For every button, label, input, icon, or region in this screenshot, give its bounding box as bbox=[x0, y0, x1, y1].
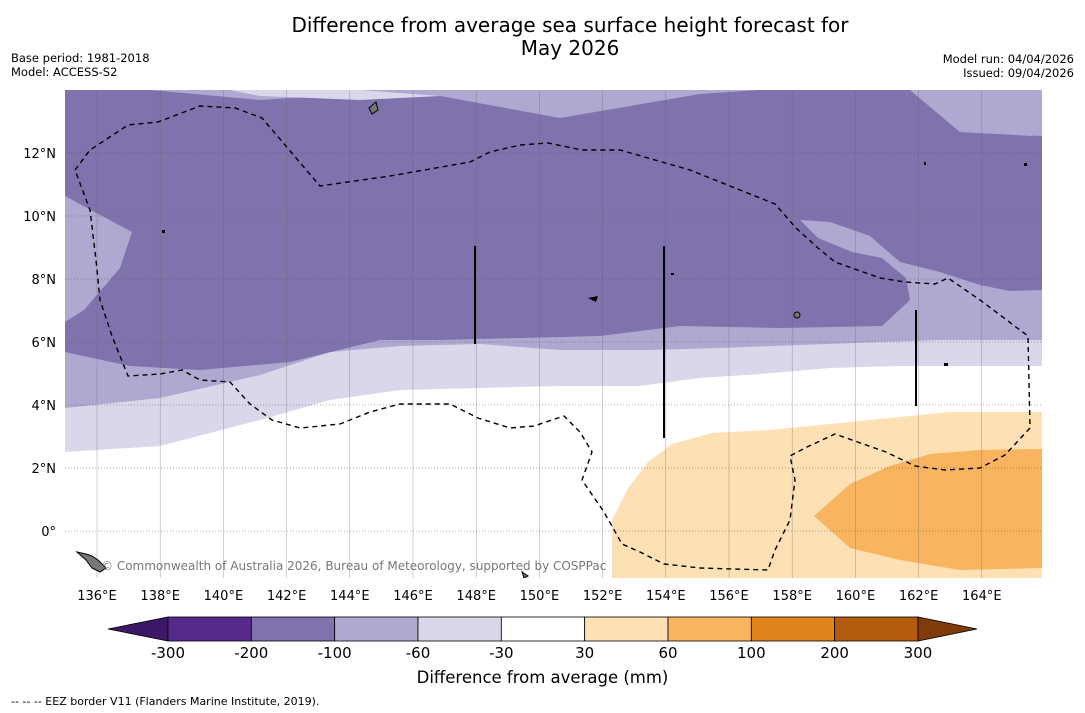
lon-tick-label: 160°E bbox=[836, 589, 876, 604]
colorbar-label: Difference from average (mm) bbox=[416, 668, 669, 687]
band-plus-60 bbox=[814, 449, 1042, 570]
colorbar-segment bbox=[167, 616, 252, 642]
colorbar-segment bbox=[417, 616, 502, 642]
colorbar-segment bbox=[500, 616, 586, 642]
lon-tick-label: 150°E bbox=[520, 589, 560, 604]
colorbar-tick-label: 200 bbox=[820, 644, 849, 662]
colorbar-tick-label: -200 bbox=[234, 644, 268, 662]
band-minus-200-top-right bbox=[910, 90, 1042, 136]
island bbox=[1024, 163, 1027, 166]
lat-tick-label: 4°N bbox=[32, 399, 57, 414]
issued-date: Issued: 09/04/2026 bbox=[963, 66, 1074, 80]
lon-tick-label: 140°E bbox=[204, 589, 244, 604]
title-line-1: Difference from average sea surface heig… bbox=[291, 13, 849, 37]
lon-tick-label: 154°E bbox=[646, 589, 686, 604]
title-line-2: May 2026 bbox=[520, 36, 620, 60]
colorbar-tick-label: 60 bbox=[658, 644, 677, 662]
grid-lines bbox=[65, 90, 1042, 578]
lon-tick-label: 136°E bbox=[77, 589, 117, 604]
island bbox=[521, 570, 529, 578]
colorbar: -300 -200 -100 -60 -30 30 60 100 200 300 bbox=[107, 616, 978, 662]
lat-tick-label: 2°N bbox=[32, 462, 57, 477]
lon-tick-label: 152°E bbox=[583, 589, 623, 604]
band-minus-100-top bbox=[230, 90, 440, 100]
map-credit: © Commonwealth of Australia 2026, Bureau… bbox=[101, 559, 606, 573]
island bbox=[944, 363, 948, 366]
model-name: Model: ACCESS-S2 bbox=[11, 65, 118, 79]
band-minus-200 bbox=[65, 90, 1042, 370]
map-field: © Commonwealth of Australia 2026, Bureau… bbox=[65, 90, 1042, 578]
lon-tick-label: 156°E bbox=[709, 589, 749, 604]
colorbar-tick-label: 300 bbox=[904, 644, 933, 662]
lon-tick-label: 164°E bbox=[962, 589, 1002, 604]
eez-border bbox=[74, 105, 1031, 571]
colorbar-tick-label: 100 bbox=[737, 644, 766, 662]
lon-tick-label: 142°E bbox=[267, 589, 307, 604]
colorbar-segment bbox=[584, 616, 669, 642]
colorbar-tick-label: -100 bbox=[318, 644, 352, 662]
colorbar-under-arrow bbox=[107, 616, 169, 642]
lat-tick-label: 0° bbox=[41, 525, 56, 540]
colorbar-tick-label: -30 bbox=[489, 644, 514, 662]
island bbox=[75, 551, 107, 573]
lat-tick-label: 6°N bbox=[32, 336, 57, 351]
lon-tick-label: 162°E bbox=[899, 589, 939, 604]
colorbar-segment bbox=[834, 616, 919, 642]
meta-right: Model run: 04/04/2026 Issued: 09/04/2026 bbox=[943, 52, 1074, 80]
base-period: Base period: 1981-2018 bbox=[11, 51, 150, 65]
lon-tick-label: 148°E bbox=[456, 589, 496, 604]
colorbar-tick-label: -300 bbox=[151, 644, 185, 662]
colorbar-segment bbox=[334, 616, 419, 642]
island bbox=[924, 162, 926, 165]
island bbox=[671, 273, 674, 275]
lat-tick-label: 12°N bbox=[23, 147, 56, 162]
colorbar-over-arrow bbox=[917, 616, 978, 642]
eez-legend-note: -- -- -- EEZ border V11 (Flanders Marine… bbox=[11, 695, 320, 708]
lat-tick-label: 8°N bbox=[32, 273, 57, 288]
lon-tick-label: 158°E bbox=[772, 589, 812, 604]
island bbox=[368, 101, 379, 115]
latitude-labels: 12°N 10°N 8°N 6°N 4°N 2°N 0° bbox=[23, 147, 56, 540]
chart-title: Difference from average sea surface heig… bbox=[0, 14, 1085, 60]
island bbox=[588, 296, 598, 302]
colorbar-segment bbox=[667, 616, 752, 642]
lon-tick-label: 144°E bbox=[330, 589, 370, 604]
lat-tick-label: 10°N bbox=[23, 210, 56, 225]
island bbox=[793, 311, 801, 319]
lon-tick-label: 146°E bbox=[393, 589, 433, 604]
island bbox=[162, 230, 165, 233]
colorbar-tick-label: 30 bbox=[575, 644, 594, 662]
longitude-labels: 136°E 138°E 140°E 142°E 144°E 146°E 148°E 150°E… bbox=[77, 589, 1001, 604]
model-run: Model run: 04/04/2026 bbox=[942, 52, 1074, 66]
lon-tick-label: 138°E bbox=[140, 589, 180, 604]
colorbar-segment bbox=[750, 616, 836, 642]
meta-left: Base period: 1981-2018 Model: ACCESS-S2 bbox=[11, 51, 150, 79]
colorbar-tick-label: -60 bbox=[406, 644, 431, 662]
colorbar-segment bbox=[250, 616, 336, 642]
